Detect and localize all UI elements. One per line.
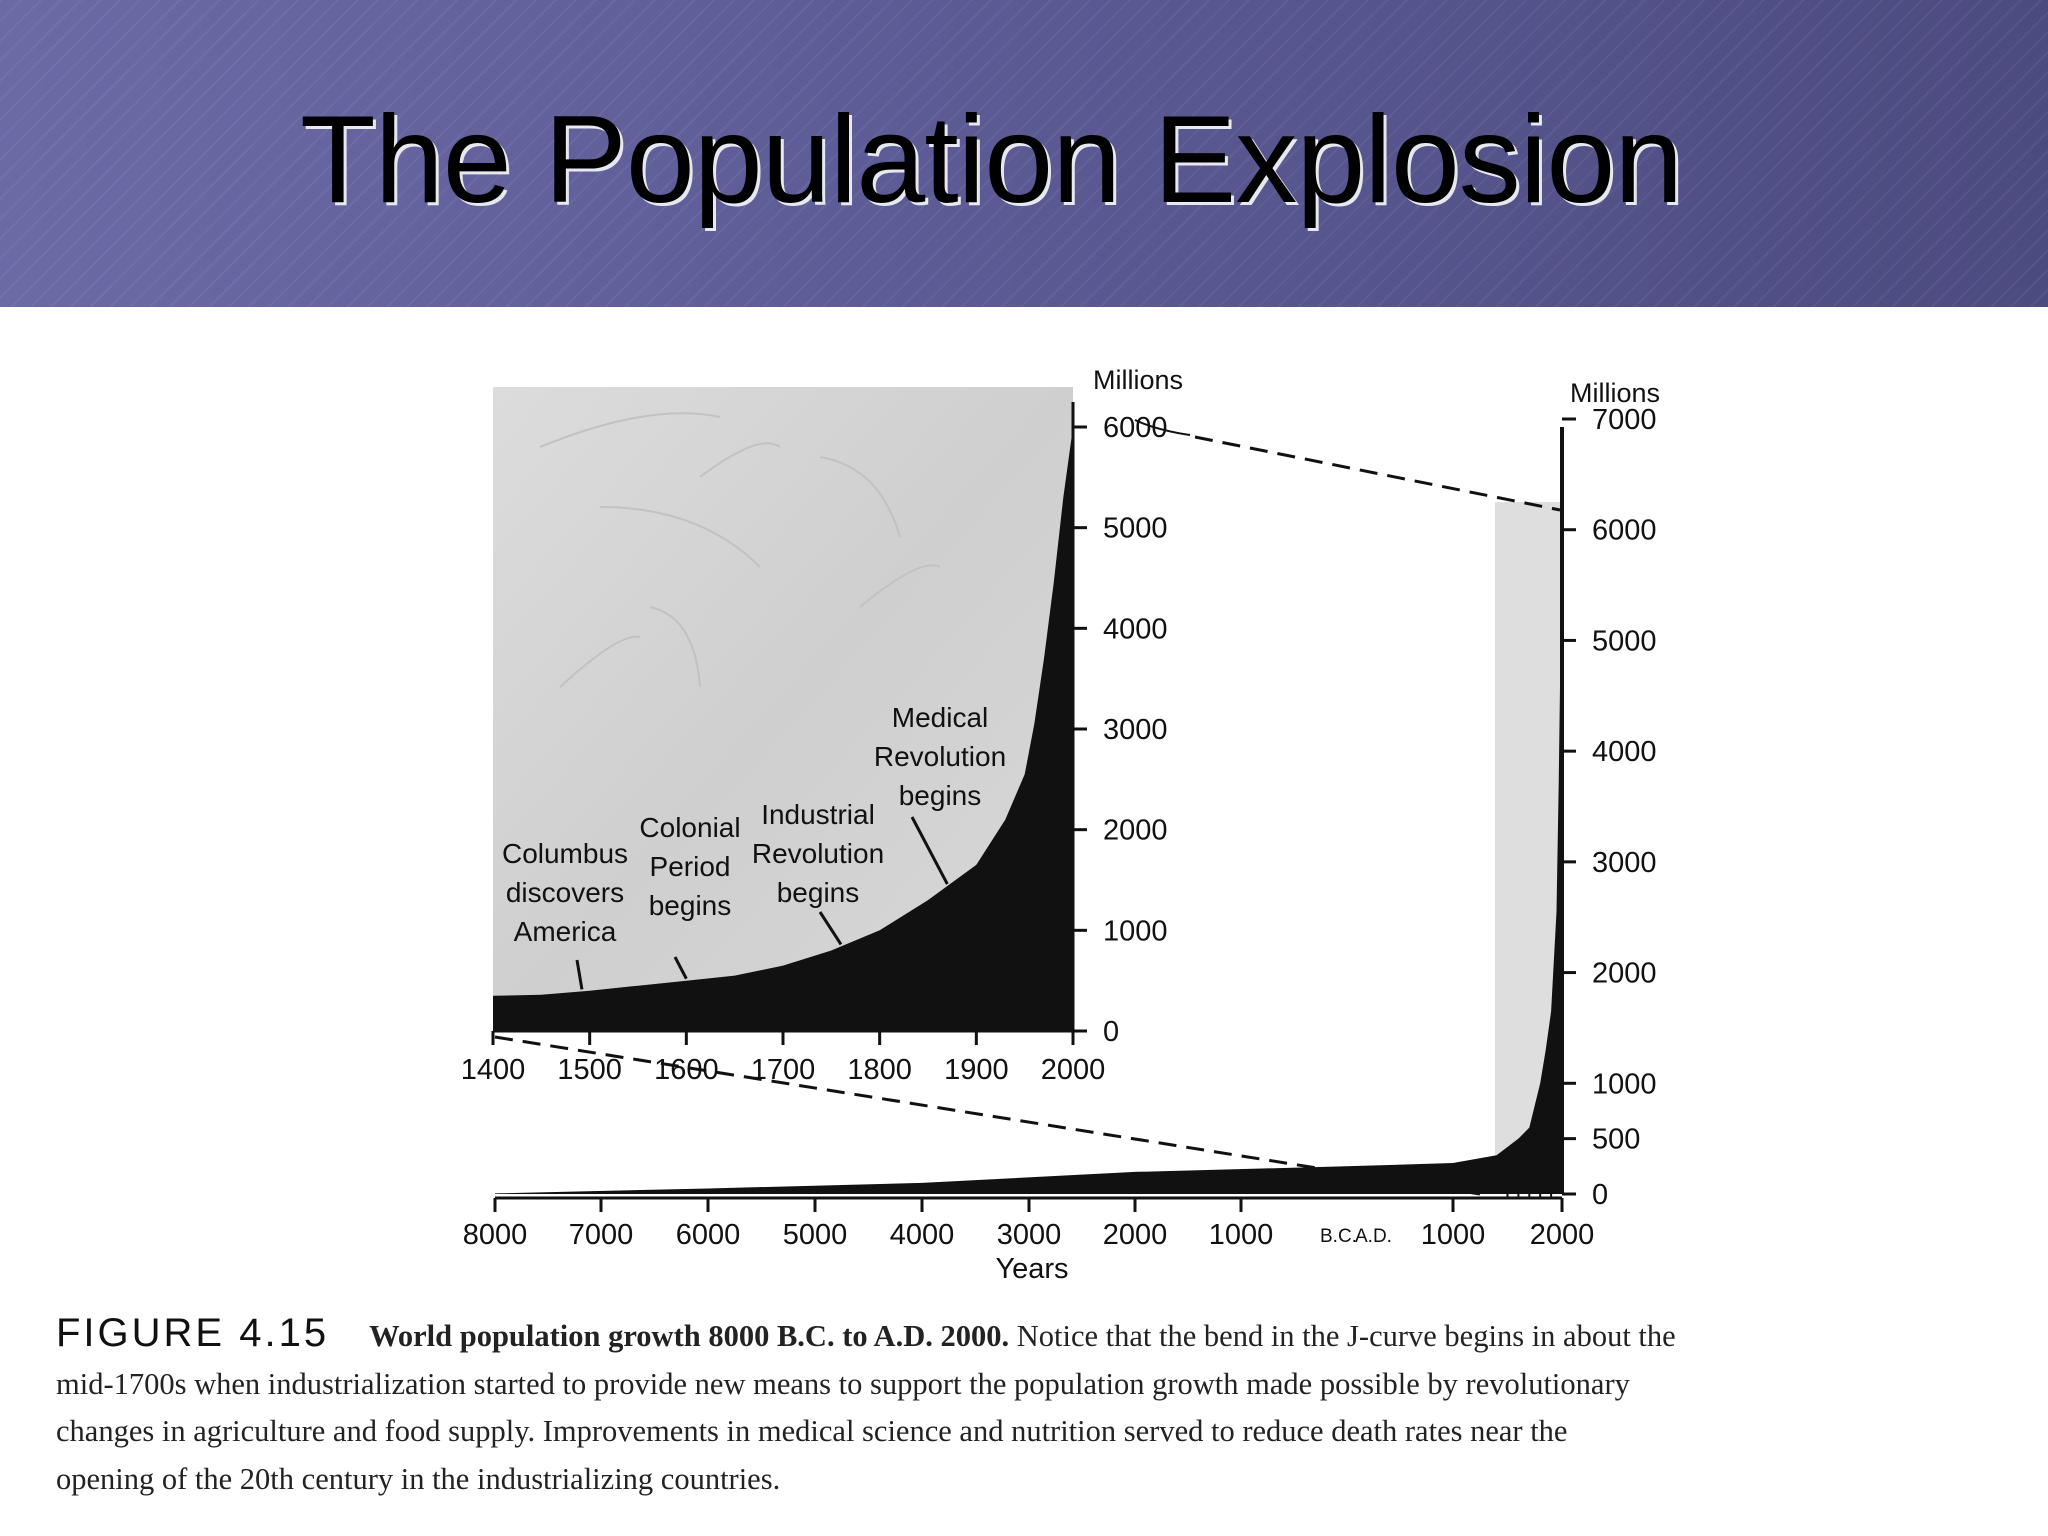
main-x-tick-label: 1000 [1421,1219,1486,1251]
main-y-tick-label: 500 [1592,1124,1640,1156]
inset-annotation-label: begins [899,780,982,811]
main-x-tick-label: 2000 [1103,1219,1168,1251]
main-x-tick-label: 7000 [569,1219,634,1251]
inset-annotation-label: Industrial [761,799,875,830]
inset-annotation-label: Revolution [874,741,1006,772]
inset-x-tick-label: 1500 [557,1054,622,1086]
inset-map-texture-6 [699,442,781,478]
main-y-tick-label: 1000 [1592,1068,1657,1100]
zoom-connector-lines [494,419,1561,1196]
inset-x-tick-label: 1900 [944,1054,1009,1086]
inset-y-axis-label: Millions [1093,365,1183,395]
inset-annotation-label: Revolution [752,838,884,869]
main-x-axis-label: Years [995,1253,1068,1285]
caption-text-1: Notice that the bend in the J-curve begi… [1016,1319,1676,1353]
inset-annotation-label: begins [649,890,732,921]
era-label-bc: B.C. [1320,1226,1357,1247]
connector-line-top [1194,435,1561,512]
inset-annotation-label: Period [650,851,731,882]
inset-x-tick-label: 2000 [1041,1054,1106,1086]
inset-annotation-label: Colonial [639,812,740,843]
main-y-tick-label: 4000 [1592,736,1657,768]
inset-annotation-label: America [514,916,617,947]
inset-label-pointer [1134,419,1191,436]
main-y-tick-label: 5000 [1592,625,1657,657]
inset-x-tick-label: 1600 [654,1054,719,1086]
inset-map-texture-4 [559,635,641,688]
inset-population-area [493,427,1073,1031]
caption-line-1: FIGURE 4.15 World population growth 8000 … [56,1310,2046,1361]
inset-x-tick-label: 1800 [847,1054,912,1086]
inset-x-tick-label: 1400 [461,1054,526,1086]
caption-line-3: changes in agriculture and food supply. … [56,1414,1568,1448]
inset-annotation-label: discovers [506,877,624,908]
main-x-tick-label: 3000 [997,1219,1062,1251]
main-x-tick-label: 5000 [783,1219,848,1251]
inset-y-tick-label: 1000 [1103,915,1168,947]
inset-map-texture-3 [649,606,701,688]
figure-label: FIGURE 4.15 [56,1311,330,1355]
inset-annotation-pointer [673,956,688,980]
inset-annotation-label: Columbus [502,838,628,869]
main-y-tick-label: 7000 [1592,404,1657,436]
inset-annotation-label: Medical [892,702,988,733]
main-x-tick-label: 4000 [890,1219,955,1251]
figure-caption: FIGURE 4.15 World population growth 8000 … [56,1310,2046,1503]
main-x-tick-label: 6000 [676,1219,741,1251]
inset-map-texture-0 [539,412,721,448]
inset-annotation-pointer [910,816,949,885]
main-chart: Millions 0 500 1000 2000 3000 4000 5000 6000 7000… [463,378,1660,1285]
inset-map-texture-5 [859,564,941,608]
inset-annotation-pointer [575,959,584,990]
era-label-ad: A.D. [1355,1226,1392,1247]
inset-annotation-label: begins [777,877,860,908]
main-y-tick-label: 3000 [1592,847,1657,879]
caption-bold-text: World population growth 8000 B.C. to A.D… [369,1319,1010,1353]
inset-annotation-pointer [818,911,843,946]
main-x-tick-label: 2000 [1530,1219,1595,1251]
inset-y-tick-label: 0 [1103,1016,1119,1048]
slide-header: The Population Explosion [0,0,2048,307]
main-x-tick-label: 1000 [1209,1219,1274,1251]
main-x-tick-label: 8000 [463,1219,528,1251]
inset-map-texture-1 [599,506,761,568]
inset-y-tick-label: 3000 [1103,714,1168,746]
inset-map-texture-2 [819,456,901,538]
main-y-axis-label: Millions [1570,378,1660,408]
slide-title: The Population Explosion [300,91,1683,229]
inset-y-tick-label: 2000 [1103,815,1168,847]
inset-x-tick-label: 1700 [751,1054,816,1086]
caption-line-2: mid-1700s when industrialization started… [56,1366,1630,1401]
inset-y-tick-label: 5000 [1103,513,1168,545]
inset-y-tick-label: 4000 [1103,613,1168,645]
caption-line-4: opening of the 20th century in the indus… [56,1461,781,1496]
main-y-tick-label: 2000 [1592,958,1657,990]
main-y-tick-label: 0 [1592,1179,1608,1211]
main-y-tick-label: 6000 [1592,515,1657,547]
